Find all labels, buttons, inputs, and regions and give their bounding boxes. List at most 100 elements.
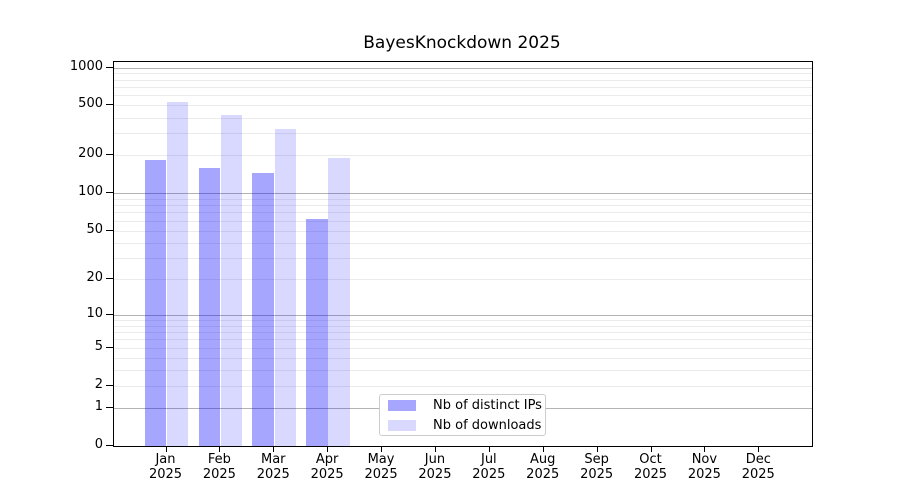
- minor-gridline: [114, 279, 812, 281]
- x-tick-mark: [650, 446, 652, 452]
- y-tick-label: 50: [86, 221, 103, 237]
- x-tick-year: 2025: [526, 467, 560, 482]
- x-tick-label: Feb 2025: [187, 452, 251, 482]
- x-tick-mark: [434, 446, 436, 452]
- x-tick-label: Apr 2025: [295, 452, 359, 482]
- chart-title: BayesKnockdown 2025: [363, 33, 561, 53]
- x-tick-label: May 2025: [349, 452, 413, 482]
- minor-gridline: [114, 230, 812, 232]
- x-tick-mark: [381, 446, 383, 452]
- x-tick-year: 2025: [310, 467, 344, 482]
- y-tick-label: 0: [94, 437, 103, 452]
- x-tick-mark: [542, 446, 544, 452]
- x-tick-label: Nov 2025: [672, 452, 736, 482]
- minor-gridline: [114, 339, 812, 341]
- x-tick-mark: [488, 446, 490, 452]
- y-tick-label: 1000: [69, 58, 103, 74]
- minor-gridline: [114, 198, 812, 200]
- x-tick-label: Aug 2025: [511, 452, 575, 482]
- x-tick-month: Aug: [530, 452, 556, 467]
- y-tick-mark: [106, 384, 113, 386]
- legend-item: Nb of downloads: [380, 416, 545, 434]
- x-tick-month: Jul: [480, 452, 497, 467]
- y-tick-mark: [106, 346, 113, 348]
- minor-gridline: [114, 105, 812, 107]
- legend-label: Nb of distinct IPs: [433, 397, 542, 413]
- minor-gridline: [114, 117, 812, 119]
- bar-downloads: [166, 101, 189, 446]
- minor-gridline: [114, 87, 812, 89]
- x-tick-month: Nov: [691, 452, 718, 467]
- x-tick-year: 2025: [148, 467, 183, 482]
- x-tick-label: Dec 2025: [726, 452, 790, 482]
- x-tick-year: 2025: [633, 467, 668, 482]
- x-tick-label: Oct 2025: [619, 452, 683, 482]
- major-gridline: [114, 67, 812, 69]
- minor-gridline: [114, 212, 812, 214]
- x-tick-label: Mar 2025: [241, 452, 305, 482]
- minor-gridline: [114, 155, 812, 157]
- minor-gridline: [114, 357, 812, 359]
- x-tick-mark: [596, 446, 598, 452]
- legend-label: Nb of downloads: [433, 417, 542, 433]
- minor-gridline: [114, 205, 812, 207]
- x-tick-mark: [165, 446, 167, 452]
- minor-gridline: [114, 73, 812, 75]
- y-tick-mark: [106, 66, 113, 68]
- y-tick-mark: [106, 313, 113, 315]
- x-tick-month: Oct: [639, 452, 662, 467]
- y-tick-mark: [106, 104, 113, 106]
- minor-gridline: [114, 242, 812, 244]
- y-tick-label: 500: [78, 96, 103, 112]
- y-tick-label: 5: [94, 338, 103, 354]
- legend-item: Nb of distinct IPs: [380, 396, 545, 414]
- x-tick-year: 2025: [580, 467, 614, 482]
- minor-gridline: [114, 347, 812, 349]
- gridlines-layer: [114, 62, 812, 446]
- x-tick-month: Apr: [315, 452, 339, 467]
- legend: Nb of distinct IPs Nb of downloads: [379, 394, 546, 436]
- x-tick-label: Sep 2025: [565, 452, 629, 482]
- x-tick-month: Jun: [424, 452, 446, 467]
- x-tick-month: Jan: [155, 452, 176, 467]
- x-tick-year: 2025: [202, 467, 236, 482]
- x-tick-year: 2025: [741, 467, 775, 482]
- y-tick-label: 10: [86, 305, 103, 321]
- y-tick-label: 20: [86, 270, 103, 286]
- minor-gridline: [114, 332, 812, 334]
- y-tick-mark: [106, 229, 113, 231]
- bar-distinct-ips: [306, 219, 328, 446]
- minor-gridline: [114, 370, 812, 372]
- x-tick-label: Jul 2025: [457, 452, 521, 482]
- bar-distinct-ips: [144, 160, 167, 446]
- y-tick-label: 100: [78, 184, 103, 200]
- y-tick-label: 2: [94, 376, 103, 392]
- y-tick-label: 1: [94, 399, 103, 415]
- x-tick-mark: [219, 446, 221, 452]
- x-tick-mark: [273, 446, 275, 452]
- x-tick-mark: [327, 446, 329, 452]
- y-tick-mark: [106, 407, 113, 409]
- bar-distinct-ips: [252, 172, 274, 446]
- legend-swatch-distinct-ips: [388, 399, 416, 411]
- bars-layer: [114, 62, 812, 446]
- x-tick-year: 2025: [364, 467, 398, 482]
- plot-area: [113, 61, 813, 447]
- minor-gridline: [114, 257, 812, 259]
- x-tick-year: 2025: [687, 467, 721, 482]
- x-tick-month: Mar: [261, 452, 286, 467]
- minor-gridline: [114, 385, 812, 387]
- x-tick-month: May: [367, 452, 395, 467]
- bar-downloads: [274, 129, 297, 446]
- y-tick-mark: [106, 192, 113, 194]
- x-tick-mark: [758, 446, 760, 452]
- x-tick-month: Sep: [584, 452, 609, 467]
- x-tick-month: Feb: [207, 452, 231, 467]
- x-tick-mark: [704, 446, 706, 452]
- y-tick-mark: [106, 445, 113, 446]
- y-tick-label: 200: [78, 146, 103, 162]
- x-tick-label: Jan 2025: [134, 452, 198, 482]
- x-tick-month: Dec: [745, 452, 771, 467]
- minor-gridline: [114, 95, 812, 97]
